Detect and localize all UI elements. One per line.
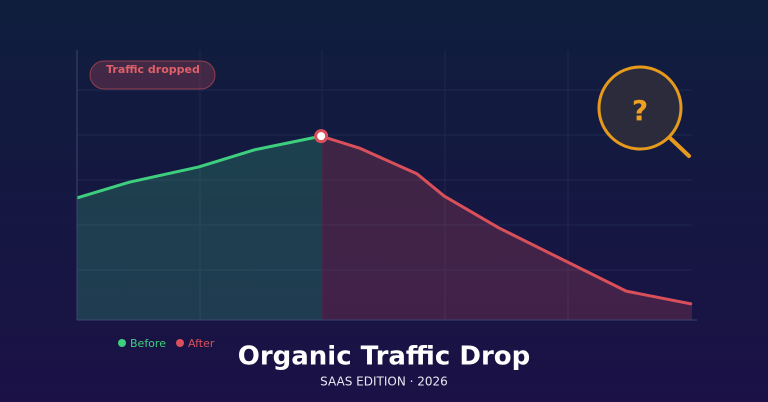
grid (77, 50, 692, 320)
magnifier (597, 65, 683, 151)
legend-swatch (118, 339, 126, 347)
legend-label: Before (130, 337, 166, 350)
series-area (77, 136, 322, 320)
annotation: Traffic dropped (106, 63, 200, 76)
series-line (76, 134, 322, 200)
annotation-pill (89, 60, 216, 90)
legend: Before After (118, 337, 215, 350)
magnifier-icon: ? (632, 94, 648, 127)
legend-label: After (188, 337, 215, 350)
magnifier-handle (667, 135, 691, 158)
peak-marker (314, 129, 329, 144)
legend-swatch (176, 339, 184, 347)
subtitle: SAAS EDITION · 2026 (320, 375, 448, 389)
plot-area (76, 129, 693, 320)
chart-title: Organic Traffic Drop (238, 342, 531, 372)
series-line (320, 134, 693, 306)
series-area (321, 136, 692, 320)
